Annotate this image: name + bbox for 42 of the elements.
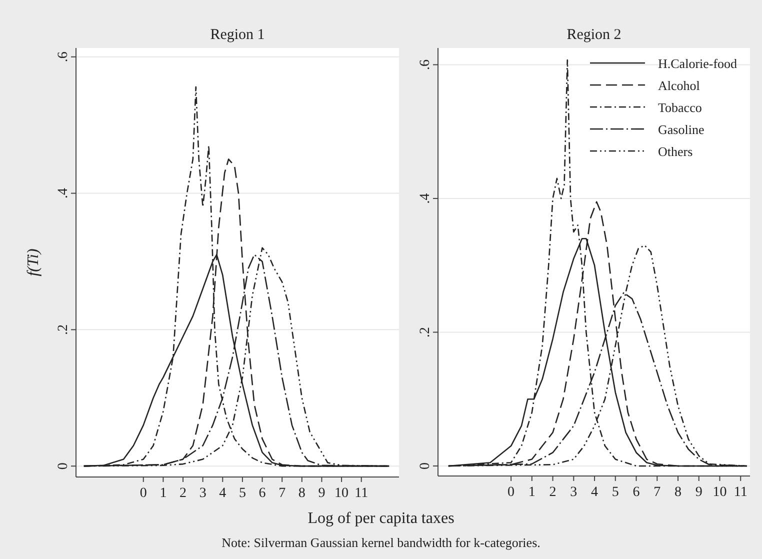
chart-title: Region 2 [566,27,622,43]
y-tick-label: .6 [418,59,433,70]
y-tick-label: .4 [418,193,433,204]
legend-label: Tobacco [658,100,702,115]
x-tick-label: 9 [695,485,702,500]
x-tick-label: 3 [199,486,206,501]
x-tick-label: 5 [238,486,246,501]
chart-title: Region 1 [210,27,265,43]
x-axis-title: Log of per capita taxes [308,510,454,527]
x-tick-label: 7 [654,485,661,500]
x-tick-label: 3 [570,485,578,500]
legend-label: Gasoline [658,122,704,137]
y-tick-label: 0 [56,462,71,470]
x-tick-label: 0 [508,485,515,500]
x-tick-label: 8 [298,486,306,501]
x-tick-label: 6 [632,485,640,500]
y-tick-label: .2 [56,324,71,335]
x-tick-label: 9 [318,486,326,501]
legend-label: Alcohol [658,78,700,93]
x-tick-label: 4 [591,485,598,500]
x-tick-label: 0 [140,486,147,501]
x-tick-label: 11 [354,486,368,501]
x-tick-label: 2 [180,486,187,501]
text: Note: Silverman Gaussian kernel bandwidth for k-categories. [222,535,540,550]
x-tick-label: 11 [734,485,748,500]
x-tick-label: 1 [528,485,536,500]
x-tick-label: 6 [258,486,266,501]
y-tick-label: 0 [418,462,433,470]
x-tick-label: 8 [674,485,682,500]
legend-label: Others [658,144,693,159]
y-tick-label: .2 [418,326,433,338]
legend-label: H.Calorie-food [658,56,738,71]
y-tick-label: .4 [56,188,71,199]
x-tick-label: 10 [712,485,727,500]
x-tick-label: 7 [278,486,286,501]
y-tick-label: .6 [56,52,71,62]
x-tick-label: 5 [612,485,619,500]
x-tick-label: 10 [334,486,349,501]
x-tick-label: 2 [549,485,556,500]
x-tick-label: 1 [160,486,167,501]
y-axis-title: f(Ti) [25,248,42,276]
x-tick-label: 4 [219,486,226,501]
